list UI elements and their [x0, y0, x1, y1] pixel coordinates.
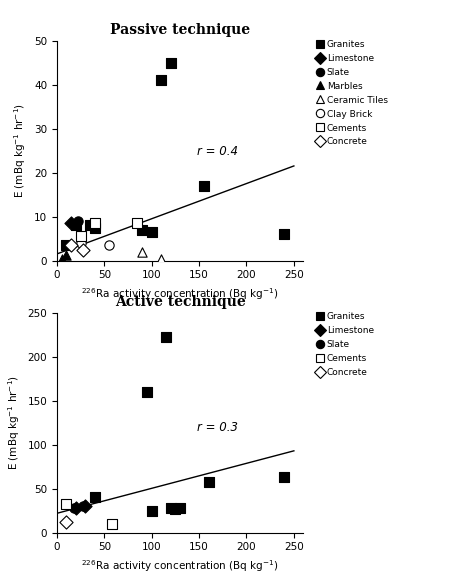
- Point: [77, 232, 84, 241]
- Title: Passive technique: Passive technique: [110, 23, 250, 36]
- Point: [108, 519, 116, 529]
- Point: [63, 499, 70, 508]
- Text: r = 0.3: r = 0.3: [197, 422, 238, 434]
- Point: [91, 223, 99, 232]
- Point: [148, 506, 155, 515]
- Point: [176, 503, 184, 512]
- Point: [281, 472, 288, 482]
- Point: [91, 218, 99, 228]
- X-axis label: $^{226}$Ra activity concentration (Bq kg$^{-1}$): $^{226}$Ra activity concentration (Bq kg…: [81, 286, 279, 302]
- Point: [63, 240, 70, 250]
- Point: [91, 493, 99, 502]
- Point: [67, 218, 75, 228]
- Point: [80, 501, 87, 511]
- Point: [167, 503, 174, 512]
- Point: [148, 228, 155, 237]
- Point: [134, 218, 141, 228]
- Point: [200, 181, 208, 190]
- Legend: Granites, Limestone, Slate, Cements, Concrete: Granites, Limestone, Slate, Cements, Con…: [313, 308, 377, 380]
- Y-axis label: E (mBq kg$^{-1}$ hr$^{-1}$): E (mBq kg$^{-1}$ hr$^{-1}$): [13, 103, 28, 198]
- Point: [143, 387, 151, 397]
- Point: [63, 251, 70, 260]
- Point: [58, 255, 65, 264]
- Point: [167, 58, 174, 67]
- Y-axis label: E (mBq kg$^{-1}$ hr$^{-1}$): E (mBq kg$^{-1}$ hr$^{-1}$): [6, 375, 22, 470]
- Point: [70, 503, 78, 512]
- Point: [162, 333, 170, 342]
- Point: [63, 518, 70, 527]
- Legend: Granites, Limestone, Slate, Marbles, Ceramic Tiles, Clay Brick, Cements, Concret: Granites, Limestone, Slate, Marbles, Cer…: [313, 36, 392, 150]
- Point: [138, 247, 146, 256]
- Title: Active technique: Active technique: [115, 295, 246, 309]
- Point: [157, 75, 165, 85]
- Point: [80, 245, 87, 254]
- Text: r = 0.4: r = 0.4: [197, 145, 238, 158]
- Point: [205, 477, 212, 486]
- Point: [77, 239, 84, 248]
- Point: [67, 240, 75, 250]
- Point: [281, 229, 288, 239]
- Point: [86, 221, 94, 230]
- Point: [105, 240, 113, 250]
- Point: [72, 221, 80, 230]
- X-axis label: $^{226}$Ra activity concentration (Bq kg$^{-1}$): $^{226}$Ra activity concentration (Bq kg…: [81, 558, 279, 574]
- Point: [82, 501, 89, 511]
- Point: [138, 225, 146, 234]
- Point: [157, 255, 165, 264]
- Point: [72, 503, 80, 512]
- Point: [74, 217, 82, 226]
- Point: [172, 504, 179, 514]
